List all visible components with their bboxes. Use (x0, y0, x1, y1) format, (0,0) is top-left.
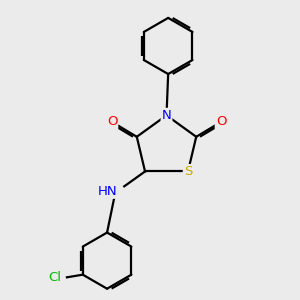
Text: Cl: Cl (48, 272, 61, 284)
Text: O: O (107, 116, 117, 128)
Text: O: O (216, 116, 226, 128)
Text: N: N (162, 109, 171, 122)
Text: HN: HN (98, 185, 117, 198)
Text: S: S (184, 165, 192, 178)
